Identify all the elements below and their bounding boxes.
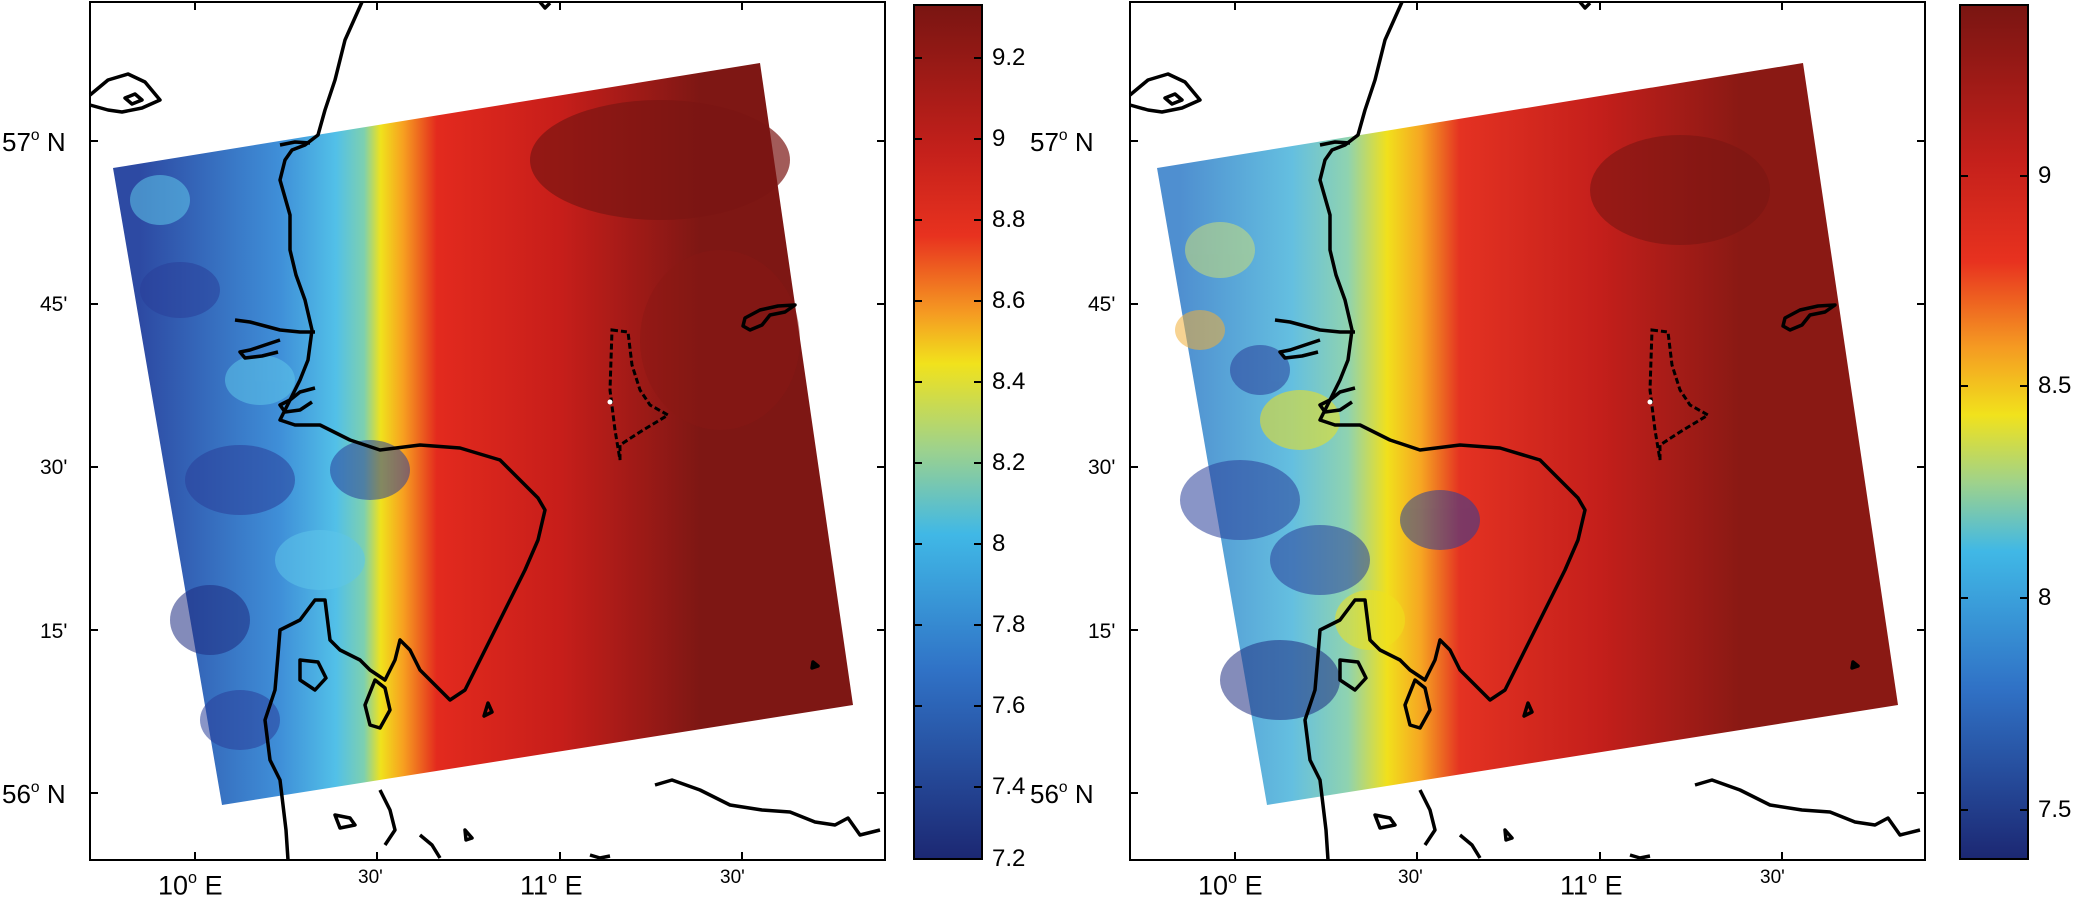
colorbar-right-tick: 9 [2038,162,2052,189]
lon-label-10: 10o E [158,869,223,901]
site-marker-left [607,399,613,405]
lat-label-30: 30' [1088,456,1116,479]
lon-label-30b: 30' [1760,867,1785,888]
hot-core-right [1590,135,1770,245]
colorbar-right-tick: 8 [2038,584,2052,611]
land-texture-left [130,175,410,750]
lat-label-45: 45' [1088,293,1116,316]
lat-label-56: 56o N [2,778,66,809]
site-marker-right [1647,399,1653,405]
colorbar-right [1959,4,2029,860]
hot-core-left [530,100,790,220]
ticks-right [1130,2,1925,860]
colorbar-left-tick: 7.4 [992,773,1026,800]
map-plot-right [1128,0,1926,861]
lon-label-30b: 30' [720,867,745,888]
map-panel-left: 57o N 45' 30' 15' 56o N 10o E 30' 11o E … [2,0,1026,901]
axes-box-left [89,1,886,861]
lat-label-15: 15' [40,620,68,643]
axes-box-right [1129,1,1926,861]
colorbar-left-tick: 8 [992,530,1006,557]
colorbar-left [913,4,983,860]
wind-farm-right [1648,328,1711,461]
lon-label-30a: 30' [1398,867,1423,888]
coastline-left [88,0,881,861]
lon-label-11: 11o E [520,869,583,901]
colorbar-left-tick: 9 [992,125,1006,152]
colorbar-left-tick: 9.2 [992,44,1026,71]
colorbar-right-tick: 7.5 [2038,796,2072,823]
lat-label-57: 57o N [1030,126,1094,157]
lat-label-15: 15' [1088,620,1116,643]
lat-label-45: 45' [40,293,68,316]
ticks-left [90,2,885,860]
lat-label-56: 56o N [1030,778,1094,809]
colorbar-left-tick: 8.2 [992,449,1026,476]
lat-label-30: 30' [40,456,68,479]
colorbar-right-tick: 8.5 [2038,372,2072,399]
colorbar-left-tick: 7.6 [992,692,1026,719]
colorbar-left-tick: 7.8 [992,611,1026,638]
lat-label-57: 57o N [2,126,66,157]
colorbar-left-tick: 8.4 [992,368,1026,395]
lon-label-30a: 30' [358,867,383,888]
colorbar-left-tick: 7.2 [992,845,1026,872]
land-texture-right [1175,222,1480,720]
map-plot-left [88,0,886,861]
lon-label-10: 10o E [1198,869,1263,901]
lon-label-11: 11o E [1560,869,1623,901]
wind-farm-left [608,328,671,461]
colorbar-left-tick: 8.8 [992,206,1026,233]
colorbar-left-tick: 8.6 [992,287,1026,314]
coastline-right [1128,0,1921,861]
map-panel-right: 57o N 45' 30' 15' 56o N 10o E 30' 11o E … [1030,0,2079,905]
